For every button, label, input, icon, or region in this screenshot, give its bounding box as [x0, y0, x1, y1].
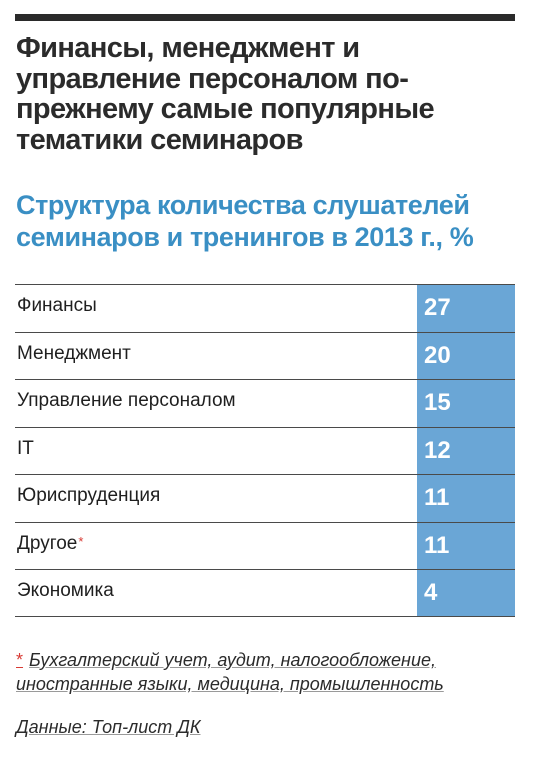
source-note: Данные: Топ-лист ДК [16, 717, 201, 737]
value-cell [417, 332, 515, 379]
table-row: IT 12 [15, 426, 515, 474]
value-cell [417, 427, 515, 474]
category-text: Менеджмент [17, 342, 131, 364]
category-label: Другое* [17, 533, 83, 555]
category-text: Юриспруденция [17, 485, 161, 506]
value-cell [417, 380, 515, 427]
table-row: Финансы 27 [15, 284, 515, 332]
category-text: Экономика [17, 580, 114, 601]
value-label: 11 [424, 484, 450, 511]
category-text: Финансы [17, 295, 97, 316]
table-row: Другое* 11 [15, 521, 515, 569]
value-label: 15 [424, 389, 451, 416]
value-label: 4 [424, 579, 438, 606]
value-label: 27 [424, 294, 451, 321]
table-row: Управление персоналом 15 [15, 379, 515, 427]
category-label: Экономика [17, 580, 114, 602]
footnote-marker: * [16, 650, 24, 670]
footnote-text: Бухгалтерский учет, аудит, налогообложен… [16, 650, 444, 694]
value-cell [417, 522, 515, 569]
category-text: Управление персоналом [17, 390, 236, 411]
category-label: Финансы [17, 295, 97, 317]
table-row: Менеджмент 20 [15, 331, 515, 379]
category-text: IT [17, 437, 34, 459]
category-label: Управление персоналом [17, 390, 236, 412]
category-text: Другое [17, 532, 78, 554]
data-table: Финансы 27 Менеджмент 20 Управление персонал… [15, 284, 515, 617]
category-label: IT [17, 438, 34, 460]
value-cell [417, 475, 515, 522]
value-label: 20 [424, 341, 451, 369]
chart-title: Структура количества слушателей семинаро… [16, 190, 474, 252]
footnote-asterisk: * [78, 533, 84, 549]
value-label: 11 [424, 531, 450, 559]
value-cell [417, 285, 515, 332]
value-cell [417, 570, 515, 616]
value-label: 12 [424, 436, 451, 464]
table-row: Юриспруденция 11 [15, 474, 515, 522]
top-rule [15, 14, 515, 21]
headline: Финансы, менеджмент и управление персона… [16, 32, 435, 156]
table-row: Экономика 4 [15, 569, 515, 617]
category-label: Менеджмент [17, 343, 131, 365]
category-label: Юриспруденция [17, 485, 160, 507]
footnote: * Бухгалтерский учет, аудит, налогообложе… [16, 648, 521, 696]
